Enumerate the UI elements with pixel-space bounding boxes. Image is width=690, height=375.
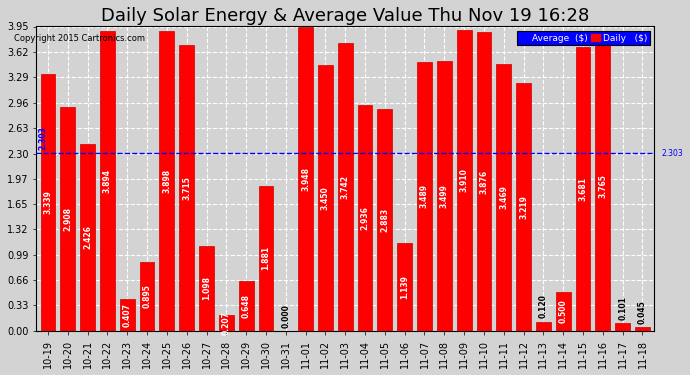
Bar bbox=[41, 74, 55, 331]
Bar bbox=[615, 323, 630, 331]
Bar bbox=[139, 262, 155, 331]
Bar bbox=[60, 107, 75, 331]
Bar bbox=[100, 31, 115, 331]
Bar bbox=[199, 246, 214, 331]
Bar bbox=[159, 30, 175, 331]
Text: 1.139: 1.139 bbox=[400, 275, 409, 299]
Bar bbox=[318, 65, 333, 331]
Text: 3.469: 3.469 bbox=[500, 185, 509, 209]
Bar bbox=[219, 315, 234, 331]
Bar bbox=[635, 327, 650, 331]
Bar bbox=[397, 243, 412, 331]
Text: 3.898: 3.898 bbox=[162, 169, 171, 193]
Text: 1.881: 1.881 bbox=[262, 246, 270, 270]
Bar bbox=[575, 47, 591, 331]
Text: 3.339: 3.339 bbox=[43, 190, 52, 214]
Legend: Average  ($), Daily   ($): Average ($), Daily ($) bbox=[518, 31, 650, 45]
Text: 1.098: 1.098 bbox=[202, 276, 211, 300]
Text: 3.489: 3.489 bbox=[420, 184, 429, 209]
Text: 3.910: 3.910 bbox=[460, 168, 469, 192]
Bar bbox=[298, 27, 313, 331]
Bar bbox=[179, 45, 194, 331]
Title: Daily Solar Energy & Average Value Thu Nov 19 16:28: Daily Solar Energy & Average Value Thu N… bbox=[101, 7, 589, 25]
Bar bbox=[496, 63, 511, 331]
Text: Copyright 2015 Cartronics.com: Copyright 2015 Cartronics.com bbox=[14, 34, 145, 43]
Text: 3.681: 3.681 bbox=[578, 177, 587, 201]
Bar bbox=[516, 83, 531, 331]
Bar bbox=[555, 292, 571, 331]
Text: 3.219: 3.219 bbox=[519, 195, 528, 219]
Text: 3.876: 3.876 bbox=[480, 170, 489, 194]
Text: 0.045: 0.045 bbox=[638, 300, 647, 324]
Bar bbox=[357, 105, 373, 331]
Bar bbox=[457, 30, 471, 331]
Bar bbox=[536, 321, 551, 331]
Text: 3.450: 3.450 bbox=[321, 186, 330, 210]
Text: 2.908: 2.908 bbox=[63, 207, 72, 231]
Text: 3.765: 3.765 bbox=[598, 174, 607, 198]
Text: 2.936: 2.936 bbox=[361, 206, 370, 230]
Text: 2.303: 2.303 bbox=[38, 126, 47, 150]
Text: 2.303: 2.303 bbox=[661, 149, 683, 158]
Bar bbox=[417, 62, 432, 331]
Bar bbox=[338, 42, 353, 331]
Text: 3.948: 3.948 bbox=[301, 167, 310, 191]
Bar bbox=[377, 109, 393, 331]
Text: 0.207: 0.207 bbox=[221, 311, 231, 335]
Text: 0.407: 0.407 bbox=[123, 303, 132, 327]
Bar bbox=[477, 32, 491, 331]
Bar bbox=[120, 299, 135, 331]
Bar bbox=[80, 144, 95, 331]
Text: 0.120: 0.120 bbox=[539, 295, 548, 318]
Text: 3.715: 3.715 bbox=[182, 176, 191, 200]
Text: 0.101: 0.101 bbox=[618, 296, 627, 320]
Bar bbox=[437, 61, 452, 331]
Text: 2.426: 2.426 bbox=[83, 225, 92, 249]
Bar bbox=[595, 41, 610, 331]
Text: 2.883: 2.883 bbox=[380, 208, 389, 232]
Text: 0.000: 0.000 bbox=[282, 304, 290, 328]
Bar bbox=[259, 186, 273, 331]
Text: 0.895: 0.895 bbox=[143, 284, 152, 308]
Text: 3.742: 3.742 bbox=[341, 175, 350, 199]
Text: 3.499: 3.499 bbox=[440, 184, 449, 208]
Text: 0.648: 0.648 bbox=[241, 294, 250, 318]
Bar bbox=[239, 281, 253, 331]
Text: 0.500: 0.500 bbox=[559, 300, 568, 323]
Text: 3.894: 3.894 bbox=[103, 169, 112, 193]
